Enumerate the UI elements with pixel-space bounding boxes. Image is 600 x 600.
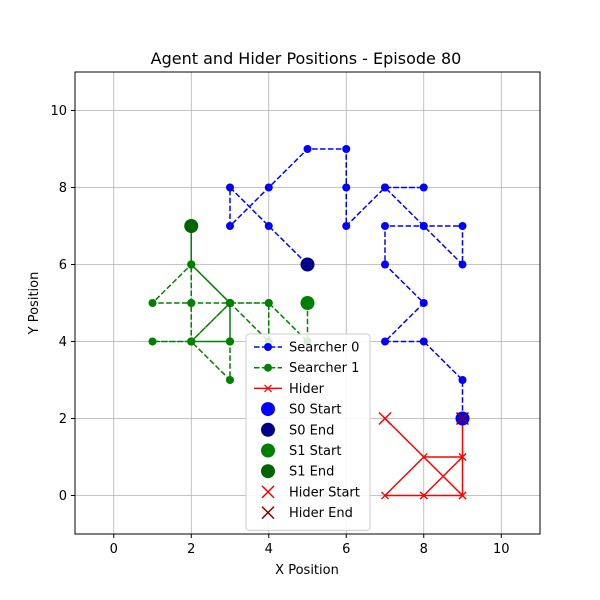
data-point — [458, 376, 467, 384]
data-point — [342, 145, 351, 153]
series-line — [384, 417, 464, 497]
legend-entry: S1 End — [261, 464, 334, 480]
series-1 — [148, 222, 312, 384]
legend-marker — [264, 363, 272, 372]
data-point — [226, 299, 234, 307]
y-tick-label: 0 — [59, 489, 67, 504]
x-tick-label: 0 — [110, 542, 118, 557]
x-tick-label: 6 — [342, 542, 350, 557]
data-point — [381, 260, 389, 269]
legend-entry: S1 Start — [261, 443, 341, 459]
axis-ticks: 0 2 4 6 8 10 0 2 4 6 8 10 — [50, 104, 509, 557]
legend-label: S0 Start — [289, 403, 341, 418]
x-tick-label: 8 — [420, 542, 428, 557]
chart-title: Agent and Hider Positions - Episode 80 — [151, 49, 462, 68]
data-point — [187, 260, 196, 269]
y-tick-label: 8 — [59, 181, 67, 196]
data-point — [226, 337, 234, 346]
data-point — [458, 491, 467, 500]
legend-label: S0 End — [289, 423, 334, 438]
legend-label: Hider End — [289, 506, 353, 521]
data-point — [226, 376, 234, 384]
data-point — [381, 491, 389, 500]
x-tick-label: 10 — [493, 542, 510, 557]
y-tick-label: 6 — [59, 258, 67, 273]
data-point — [303, 145, 312, 153]
data-point — [419, 337, 428, 346]
legend-label: Hider — [289, 382, 325, 397]
data-point — [381, 337, 389, 346]
legend-marker — [261, 422, 275, 437]
x-tick-label: 2 — [187, 542, 195, 557]
legend-marker — [264, 343, 272, 351]
marker-point — [300, 257, 315, 272]
y-axis-label: Y Position — [27, 272, 42, 336]
legend-box — [245, 333, 371, 531]
legend-entry: Hider — [254, 382, 325, 397]
legend-marker — [261, 443, 275, 458]
legend-entry: Searcher 0 — [254, 341, 359, 356]
legend-label: Searcher 1 — [289, 361, 359, 376]
data-point — [458, 260, 467, 269]
legend-marker — [261, 402, 275, 417]
marker-point — [184, 219, 199, 233]
data-point — [419, 183, 428, 192]
data-point — [419, 453, 428, 461]
data-point — [458, 453, 467, 461]
x-tick-label: 4 — [265, 542, 273, 557]
plot-area — [148, 145, 470, 500]
legend-entry: S0 End — [261, 422, 334, 438]
data-point — [226, 222, 234, 230]
marker-point — [378, 411, 392, 426]
legend-marker — [261, 464, 275, 479]
data-point — [264, 299, 273, 307]
legend-label: Hider Start — [289, 485, 360, 500]
data-point — [342, 222, 351, 230]
x-axis-label: X Position — [275, 563, 339, 578]
y-tick-label: 2 — [59, 412, 67, 427]
legend-entry: Searcher 1 — [254, 361, 359, 376]
marker-point — [300, 296, 315, 310]
data-point — [187, 337, 196, 346]
legend-entry: S0 Start — [261, 402, 341, 418]
data-point — [264, 222, 273, 230]
data-point — [419, 222, 428, 230]
data-point — [381, 222, 389, 230]
legend: Searcher 0 Searcher 1 Hider S0 Start S0 End S… — [245, 333, 371, 531]
y-tick-label: 10 — [50, 104, 67, 119]
legend-label: S1 End — [289, 465, 334, 480]
data-point — [148, 337, 157, 346]
legend-marker — [261, 485, 275, 499]
series-line — [229, 148, 464, 419]
data-point — [419, 299, 428, 307]
y-tick-label: 4 — [59, 335, 67, 350]
data-point — [226, 183, 234, 192]
data-point — [264, 183, 273, 192]
legend-marker — [264, 384, 272, 393]
legend-label: Searcher 0 — [289, 341, 359, 356]
data-point — [458, 222, 467, 230]
data-point — [381, 183, 389, 192]
legend-entry: Hider End — [261, 506, 353, 521]
legend-label: S1 Start — [289, 444, 341, 459]
data-point — [187, 299, 196, 307]
legend-entry: Hider Start — [261, 485, 360, 500]
axes-frame — [74, 71, 541, 535]
marker-point — [455, 411, 470, 426]
data-point — [342, 183, 351, 192]
data-point — [419, 491, 428, 500]
legend-marker — [261, 506, 275, 520]
data-point — [148, 299, 157, 307]
